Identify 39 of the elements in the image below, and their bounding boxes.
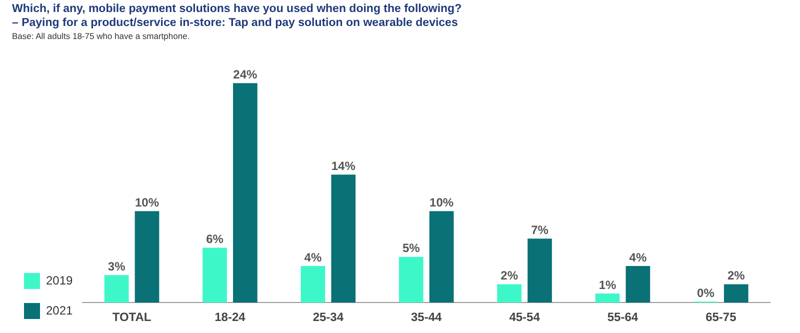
bar bbox=[233, 83, 258, 303]
chart-title: Which, if any, mobile payment solutions have you used when doing the following? bbox=[12, 2, 463, 16]
data-label: 1% bbox=[598, 278, 617, 292]
legend-label: 2021 bbox=[46, 303, 74, 318]
data-label: 3% bbox=[108, 259, 126, 274]
bar bbox=[497, 284, 522, 303]
x-tick-label: 55-64 bbox=[607, 310, 638, 324]
data-label: 7% bbox=[531, 222, 549, 237]
data-label: 14% bbox=[331, 158, 356, 173]
data-label: 6% bbox=[206, 232, 224, 246]
data-label: 0% bbox=[697, 286, 715, 300]
data-label: 10% bbox=[430, 195, 454, 210]
x-tick-label: 45-54 bbox=[509, 310, 540, 324]
bar bbox=[595, 293, 620, 303]
bar bbox=[300, 266, 326, 303]
bar bbox=[528, 238, 552, 303]
bar bbox=[398, 256, 424, 303]
bar bbox=[202, 248, 227, 303]
bar bbox=[134, 211, 160, 303]
data-label: 5% bbox=[402, 241, 420, 256]
data-label: 2% bbox=[500, 268, 518, 283]
text: Base: All adults 18-75 who have a smartphone. bbox=[12, 31, 191, 41]
x-tick-label: 18-24 bbox=[214, 310, 246, 324]
data-label: 4% bbox=[629, 250, 647, 264]
chart-subtitle: – Paying for a product/service in-store: Tap and pay solution on wearable devices bbox=[12, 16, 459, 30]
x-tick-label: 25-34 bbox=[312, 310, 344, 324]
data-label: 10% bbox=[134, 195, 160, 210]
legend-label: 2019 bbox=[46, 273, 74, 288]
data-label: 24% bbox=[233, 67, 258, 82]
x-tick-label: 35-44 bbox=[410, 310, 442, 324]
bar bbox=[429, 211, 454, 303]
bar bbox=[331, 174, 356, 303]
x-tick-label: 65-75 bbox=[706, 310, 737, 324]
data-label: 2% bbox=[727, 268, 746, 283]
bar bbox=[724, 284, 748, 303]
data-label: 4% bbox=[304, 250, 322, 264]
bar bbox=[626, 266, 650, 303]
x-tick-label: TOTAL bbox=[112, 310, 152, 324]
bar bbox=[104, 275, 129, 303]
